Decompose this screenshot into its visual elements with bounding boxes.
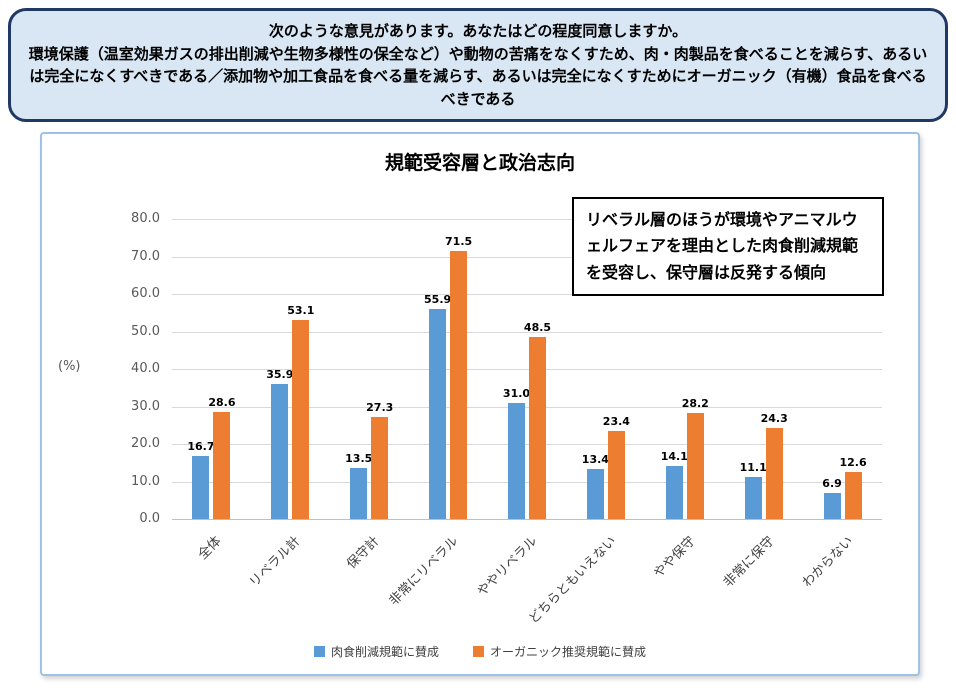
banner-statement-line: 環境保護（温室効果ガスの排出削減や生物多様性の保全など）や動物の苦痛をなくすため… (28, 44, 928, 108)
bar-value-label: 27.3 (366, 400, 394, 414)
bar-meat-reduction (350, 468, 368, 519)
bar-value-label: 23.4 (602, 415, 630, 429)
bar-meat-reduction (192, 456, 210, 519)
bar-value-label: 55.9 (424, 293, 452, 307)
bar-organic (844, 471, 862, 519)
legend-label: 肉食削減規範に賛成 (330, 645, 439, 659)
y-tick-label: 50.0 (131, 323, 160, 339)
legend-swatch (473, 646, 484, 657)
bar-organic (213, 411, 231, 519)
bar-value-label: 35.9 (266, 368, 294, 382)
question-banner: 次のような意見があります。あなたはどの程度同意しますか。 環境保護（温室効果ガス… (8, 8, 948, 122)
y-tick-label: 60.0 (131, 286, 160, 301)
bar-meat-reduction (586, 468, 604, 519)
y-tick-label: 40.0 (131, 361, 160, 376)
y-tick-label: 30.0 (131, 398, 160, 414)
bar-meat-reduction (823, 493, 841, 519)
bar-meat-reduction (744, 477, 762, 519)
bar-value-label: 11.1 (739, 461, 767, 475)
legend: 肉食削減規範に賛成 オーガニック推奨規範に賛成 (52, 643, 908, 664)
bar-meat-reduction (508, 402, 525, 519)
chart-title: 規範受容層と政治志向 (384, 152, 575, 174)
bar-value-label: 48.5 (523, 321, 552, 335)
y-tick-label: 80.0 (131, 211, 160, 226)
bar-value-label: 28.6 (208, 395, 236, 409)
gridline (172, 406, 882, 408)
bar-value-label: 13.4 (581, 452, 609, 466)
annotation-box: リベラル層のほうが環境やアニマルウェルフェアを理由とした肉食削減規範を受容し、保… (572, 197, 884, 297)
gridline (172, 256, 882, 258)
bar-meat-reduction (429, 309, 447, 519)
bar-organic (292, 319, 310, 519)
banner-question-line: 次のような意見があります。あなたはどの程度同意しますか。 (268, 22, 688, 40)
bar-meat-reduction (665, 466, 683, 519)
legend-item: 肉食削減規範に賛成 (313, 643, 439, 660)
bar-value-label: 53.1 (287, 303, 315, 317)
bar-organic (529, 337, 546, 519)
y-tick-label: 0.0 (139, 511, 160, 526)
bar-organic (450, 250, 468, 519)
legend-item: オーガニック推奨規範に賛成 (473, 643, 646, 660)
gridline (172, 294, 882, 295)
bar-value-label: 6.9 (822, 477, 842, 491)
bar-organic (765, 427, 783, 519)
bar-value-label: 13.5 (345, 452, 373, 466)
bar-value-label: 71.5 (445, 234, 473, 248)
bar-organic (607, 431, 625, 519)
bar-value-label: 16.7 (187, 440, 215, 454)
legend-swatch (313, 646, 325, 657)
bar-value-label: 31.0 (502, 386, 531, 400)
gridline (172, 219, 882, 220)
y-tick-label: 20.0 (131, 436, 160, 451)
y-tick-label: 10.0 (131, 473, 160, 489)
gridline (172, 369, 882, 370)
gridline (172, 519, 882, 520)
bar-organic (686, 413, 704, 519)
bar-value-label: 12.6 (839, 455, 867, 469)
plot-area: (%) リベラル層のほうが環境やアニマルウェルフェアを理由とした肉食削減規範を受… (52, 179, 912, 641)
gridline (172, 481, 882, 483)
y-tick-label: 70.0 (131, 248, 160, 264)
chart-card: 規範受容層と政治志向 (%) リベラル層のほうが環境やアニマルウェルフェアを理由… (40, 132, 920, 676)
bar-meat-reduction (271, 384, 289, 519)
y-axis-label: (%) (58, 359, 81, 374)
bar-value-label: 24.3 (760, 411, 788, 425)
bar-value-label: 28.2 (681, 397, 709, 411)
bar-value-label: 14.1 (660, 450, 688, 464)
gridline (172, 331, 882, 333)
bar-organic (371, 416, 389, 519)
gridline (172, 444, 882, 445)
